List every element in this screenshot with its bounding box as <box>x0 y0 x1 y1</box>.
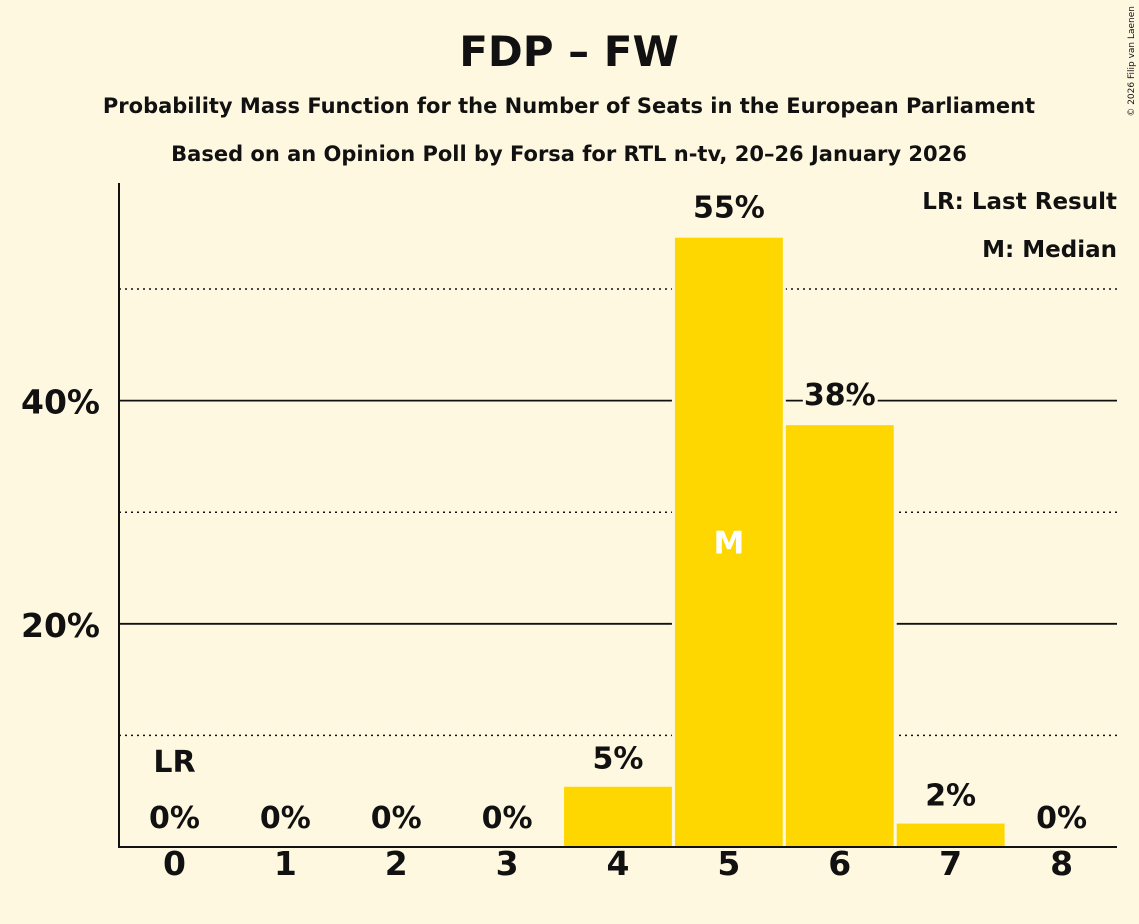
x-tick-label-8: 8 <box>1050 844 1073 883</box>
chart-subtitle-2: Based on an Opinion Poll by Forsa for RT… <box>171 142 967 166</box>
x-tick-label-5: 5 <box>717 844 740 883</box>
x-tick-label-2: 2 <box>385 844 408 883</box>
bars <box>561 237 1008 847</box>
data-label-2: 0% <box>371 801 422 836</box>
legend-last-result: LR: Last Result <box>922 189 1117 215</box>
data-label-4: 5% <box>593 742 644 777</box>
data-label-0: 0% <box>149 801 200 836</box>
data-label-7: 2% <box>925 779 976 814</box>
bar-7 <box>896 823 1005 847</box>
axes <box>118 183 1117 848</box>
last-result-marker: LR <box>153 745 195 780</box>
chart-subtitle: Probability Mass Function for the Number… <box>103 94 1035 118</box>
bar-5 <box>674 237 783 847</box>
x-tick-label-4: 4 <box>607 844 630 883</box>
data-label-3: 0% <box>482 801 533 836</box>
copyright-text: © 2026 Filip van Laenen <box>1127 6 1137 117</box>
x-tick-label-3: 3 <box>496 844 519 883</box>
bar-6 <box>785 425 894 847</box>
chart-title: FDP – FW <box>459 27 679 76</box>
gridlines <box>119 288 1117 737</box>
x-tick-label-0: 0 <box>163 844 186 883</box>
data-label-8: 0% <box>1036 801 1087 836</box>
x-tick-label-7: 7 <box>939 844 962 883</box>
data-label-1: 0% <box>260 801 311 836</box>
bar-4 <box>564 786 672 847</box>
data-label-5: 55% <box>693 191 765 226</box>
median-marker: M <box>713 525 744 561</box>
y-tick-label-20: 20% <box>21 606 100 645</box>
x-tick-label-6: 6 <box>828 844 851 883</box>
data-label-6: 38% <box>804 378 876 413</box>
x-tick-label-1: 1 <box>274 844 297 883</box>
legend-median: M: Median <box>982 237 1117 263</box>
y-tick-label-40: 40% <box>21 383 100 422</box>
